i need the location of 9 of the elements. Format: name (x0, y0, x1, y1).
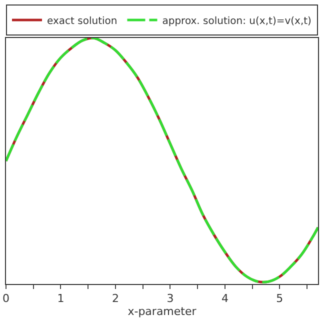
x-tick-label: 2 (112, 292, 119, 306)
legend-label: exact solution (47, 16, 118, 27)
legend-label: approx. solution: u(x,t)=v(x,t) (162, 16, 312, 27)
x-tick-label: 0 (2, 292, 10, 306)
x-tick-label: 1 (57, 292, 64, 306)
x-tick-label: 3 (166, 292, 174, 306)
x-tick-label: 4 (221, 292, 228, 306)
x-tick-label: 5 (276, 292, 284, 306)
x-axis-title: x-parameter (128, 305, 197, 318)
